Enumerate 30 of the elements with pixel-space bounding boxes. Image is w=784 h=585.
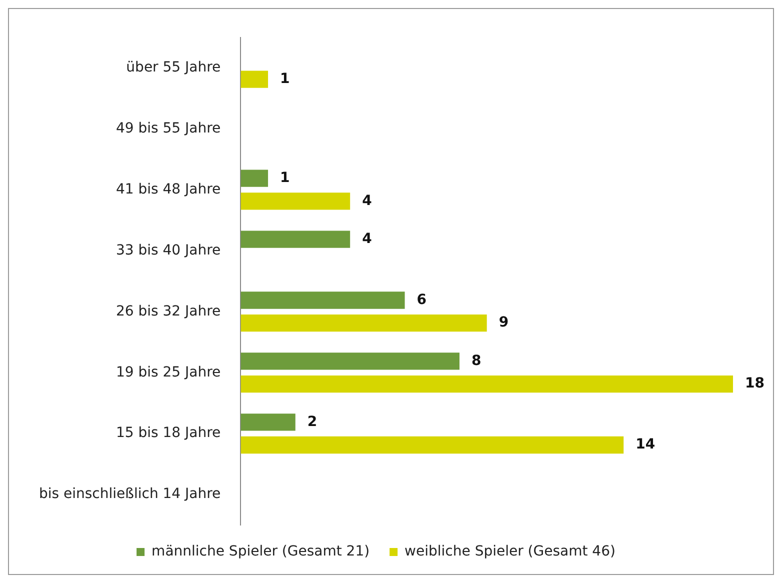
bar bbox=[240, 375, 733, 393]
data-label: 1 bbox=[280, 170, 290, 186]
legend-label: weibliche Spieler (Gesamt 46) bbox=[404, 544, 616, 560]
data-label: 4 bbox=[362, 192, 372, 209]
data-label: 9 bbox=[498, 314, 509, 331]
y-tick-label: 26 bis 32 Jahre bbox=[116, 303, 221, 320]
bar bbox=[240, 170, 268, 187]
bar bbox=[240, 352, 460, 370]
data-label: 18 bbox=[745, 376, 764, 392]
y-tick-label: 19 bis 25 Jahre bbox=[116, 364, 221, 380]
bar bbox=[240, 230, 350, 248]
y-tick-label: 41 bis 48 Jahre bbox=[116, 181, 221, 198]
y-tick-label: 49 bis 55 Jahre bbox=[116, 120, 221, 136]
bar bbox=[240, 314, 487, 332]
bar bbox=[240, 292, 405, 309]
data-label: 1 bbox=[280, 70, 290, 87]
y-tick-label: 33 bis 40 Jahre bbox=[116, 242, 221, 258]
data-label: 6 bbox=[416, 292, 427, 308]
legend-label: männliche Spieler (Gesamt 21) bbox=[152, 544, 370, 560]
y-tick-label: bis einschließlich 14 Jahre bbox=[38, 486, 221, 502]
y-tick-label: 15 bis 18 Jahre bbox=[116, 425, 221, 442]
y-tick-label: über 55 Jahre bbox=[126, 60, 221, 76]
bar bbox=[240, 414, 296, 431]
bar bbox=[240, 70, 268, 88]
data-label: 14 bbox=[636, 436, 656, 453]
bar bbox=[240, 192, 350, 210]
data-label: 8 bbox=[471, 352, 482, 369]
data-label: 4 bbox=[362, 230, 372, 247]
bar bbox=[240, 436, 624, 454]
data-label: 2 bbox=[307, 414, 318, 430]
